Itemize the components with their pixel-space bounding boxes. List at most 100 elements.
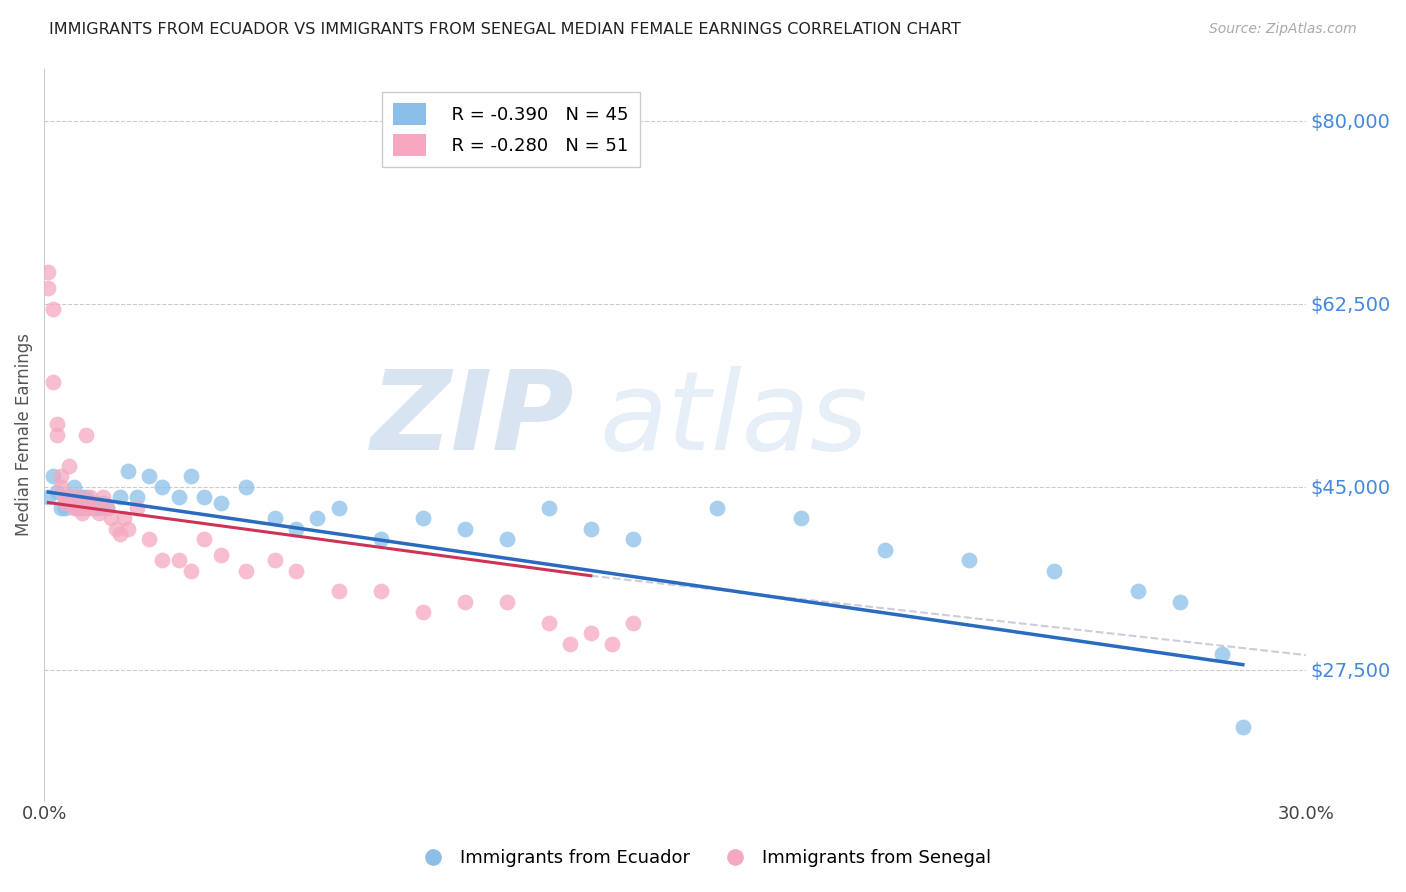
Point xyxy=(41,301,63,316)
Point xyxy=(537,500,560,515)
Point xyxy=(112,511,135,525)
Point xyxy=(1211,647,1233,661)
Point xyxy=(70,506,93,520)
Point xyxy=(328,500,350,515)
Point xyxy=(412,511,434,525)
Point xyxy=(96,500,118,515)
Point xyxy=(558,637,581,651)
Point xyxy=(621,615,644,630)
Point xyxy=(108,491,131,505)
Point xyxy=(285,564,308,578)
Point xyxy=(53,491,76,505)
Point xyxy=(957,553,980,567)
Text: atlas: atlas xyxy=(599,367,868,474)
Point xyxy=(91,491,114,505)
Point xyxy=(37,265,59,279)
Point xyxy=(66,500,89,515)
Point xyxy=(75,500,97,515)
Point xyxy=(495,532,517,546)
Point xyxy=(235,564,257,578)
Point xyxy=(209,495,232,509)
Point xyxy=(138,469,160,483)
Point xyxy=(66,491,89,505)
Point xyxy=(58,491,80,505)
Point xyxy=(495,595,517,609)
Point xyxy=(45,417,67,431)
Point xyxy=(62,500,84,515)
Point xyxy=(79,500,101,515)
Point xyxy=(79,495,101,509)
Y-axis label: Median Female Earnings: Median Female Earnings xyxy=(15,333,32,536)
Point xyxy=(1232,720,1254,734)
Point xyxy=(41,469,63,483)
Point xyxy=(45,485,67,500)
Point xyxy=(150,553,173,567)
Point xyxy=(285,522,308,536)
Legend:   R = -0.390   N = 45,   R = -0.280   N = 51: R = -0.390 N = 45, R = -0.280 N = 51 xyxy=(382,92,640,167)
Point xyxy=(45,427,67,442)
Point xyxy=(41,376,63,390)
Point xyxy=(370,584,392,599)
Point xyxy=(412,606,434,620)
Point xyxy=(621,532,644,546)
Point xyxy=(87,500,110,515)
Point xyxy=(370,532,392,546)
Point xyxy=(125,491,148,505)
Point xyxy=(790,511,813,525)
Point xyxy=(209,548,232,562)
Point xyxy=(579,522,602,536)
Point xyxy=(91,495,114,509)
Point xyxy=(180,564,202,578)
Point xyxy=(328,584,350,599)
Point xyxy=(108,527,131,541)
Point xyxy=(37,491,59,505)
Point xyxy=(58,458,80,473)
Text: IMMIGRANTS FROM ECUADOR VS IMMIGRANTS FROM SENEGAL MEDIAN FEMALE EARNINGS CORREL: IMMIGRANTS FROM ECUADOR VS IMMIGRANTS FR… xyxy=(49,22,960,37)
Point xyxy=(454,595,477,609)
Point xyxy=(83,495,105,509)
Point xyxy=(167,491,190,505)
Point xyxy=(264,511,287,525)
Point xyxy=(62,480,84,494)
Point xyxy=(138,532,160,546)
Point xyxy=(37,281,59,295)
Point xyxy=(75,427,97,442)
Point xyxy=(70,500,93,515)
Point xyxy=(235,480,257,494)
Point xyxy=(264,553,287,567)
Legend: Immigrants from Ecuador, Immigrants from Senegal: Immigrants from Ecuador, Immigrants from… xyxy=(408,842,998,874)
Point xyxy=(193,491,215,505)
Point xyxy=(150,480,173,494)
Point xyxy=(117,464,139,478)
Point xyxy=(125,500,148,515)
Point xyxy=(49,480,72,494)
Text: ZIP: ZIP xyxy=(371,367,574,474)
Point xyxy=(87,506,110,520)
Point xyxy=(75,491,97,505)
Point xyxy=(1126,584,1149,599)
Point xyxy=(53,500,76,515)
Point xyxy=(104,522,127,536)
Point xyxy=(600,637,623,651)
Point xyxy=(58,491,80,505)
Point xyxy=(193,532,215,546)
Point xyxy=(96,500,118,515)
Point xyxy=(537,615,560,630)
Point xyxy=(579,626,602,640)
Point xyxy=(454,522,477,536)
Point xyxy=(307,511,329,525)
Point xyxy=(875,542,897,557)
Point xyxy=(167,553,190,567)
Point xyxy=(49,500,72,515)
Point xyxy=(70,491,93,505)
Point xyxy=(117,522,139,536)
Point xyxy=(706,500,728,515)
Point xyxy=(1042,564,1064,578)
Point xyxy=(49,469,72,483)
Point xyxy=(79,491,101,505)
Point xyxy=(66,500,89,515)
Point xyxy=(100,511,122,525)
Point xyxy=(180,469,202,483)
Point xyxy=(1168,595,1191,609)
Point xyxy=(53,495,76,509)
